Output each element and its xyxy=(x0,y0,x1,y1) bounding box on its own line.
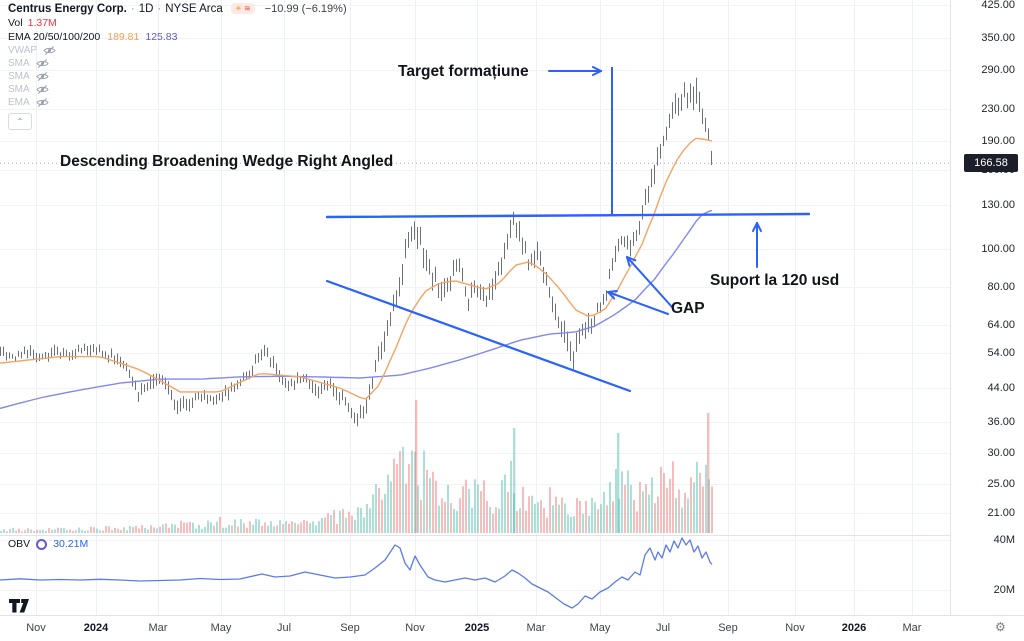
stacked-bars-icon: ≋ xyxy=(243,4,251,13)
volume-value: 1.37M xyxy=(27,17,57,29)
obv-tick-label: 40M xyxy=(993,534,1015,546)
annotation-gap-label[interactable]: GAP xyxy=(671,300,705,317)
separator-dot: · xyxy=(157,2,162,15)
volume-label: Vol xyxy=(8,17,23,29)
obv-label: OBV xyxy=(8,538,31,550)
month-label: Sep xyxy=(718,622,738,634)
ema-value-slow: 125.83 xyxy=(145,31,178,43)
price-tick-label: 350.00 xyxy=(981,31,1015,44)
separator-dot: · xyxy=(130,2,135,15)
month-label: May xyxy=(210,622,232,634)
legend-row-ema[interactable]: EMA xyxy=(8,96,347,109)
price-tick-label: 54.00 xyxy=(987,347,1015,360)
month-label: Jul xyxy=(655,622,671,634)
price-tick-label: 230.00 xyxy=(981,102,1015,115)
interval-label[interactable]: 1D xyxy=(138,2,154,15)
month-label: Jul xyxy=(276,622,292,634)
chevron-up-icon: ⌃ xyxy=(16,117,24,126)
legend-collapse-button[interactable]: ⌃ xyxy=(8,113,32,130)
price-scale[interactable]: 166.58 425.00350.00290.00230.00190.00160… xyxy=(950,0,1024,641)
price-tick-label: 21.00 xyxy=(987,507,1015,519)
price-tick-label: 36.00 xyxy=(987,415,1015,428)
price-tick-label: 44.00 xyxy=(987,382,1015,395)
month-label: Mar xyxy=(148,622,168,634)
price-tick-label: 80.00 xyxy=(987,281,1015,294)
price-tick-label: 190.00 xyxy=(981,134,1015,147)
eye-crossed-icon[interactable] xyxy=(36,84,49,95)
month-label: Mar xyxy=(526,622,546,634)
price-tick-label: 425.00 xyxy=(981,0,1015,11)
year-label: 2025 xyxy=(464,622,490,634)
volume-legend-row[interactable]: Vol 1.37M xyxy=(8,16,347,30)
obv-tick-label: 20M xyxy=(993,584,1015,596)
tradingview-logo[interactable] xyxy=(8,597,31,619)
legend-panel: Centrus Energy Corp. · 1D · NYSE Arca ☀ … xyxy=(8,1,347,130)
legend-row-sma[interactable]: SMA xyxy=(8,57,347,70)
month-label: Nov xyxy=(405,622,425,634)
month-label: Sep xyxy=(340,622,360,634)
eye-crossed-icon[interactable] xyxy=(36,58,49,69)
sun-icon: ☀ xyxy=(234,4,242,13)
annotation-target-formatiune[interactable]: Target formațiune xyxy=(398,63,529,80)
price-tick-label: 30.00 xyxy=(987,446,1015,459)
month-label: Nov xyxy=(785,622,805,634)
indicator-label: SMA xyxy=(8,71,30,82)
indicator-label: EMA xyxy=(8,97,30,108)
hidden-indicator-rows: VWAP SMA SMA SMA EMA xyxy=(8,44,347,109)
legend-row-vwap[interactable]: VWAP xyxy=(8,44,347,57)
eye-crossed-icon[interactable] xyxy=(36,97,49,108)
price-tick-label: 130.00 xyxy=(981,199,1015,212)
market-status-pill[interactable]: ☀ ≋ xyxy=(230,3,255,14)
eye-crossed-icon[interactable] xyxy=(36,71,49,82)
month-label: May xyxy=(589,622,611,634)
annotation-support-label[interactable]: Suport la 120 usd xyxy=(710,272,840,289)
price-tick-label: 100.00 xyxy=(981,243,1015,256)
annotation-wedge-label[interactable]: Descending Broadening Wedge Right Angled xyxy=(60,153,394,170)
ema-value-fast: 189.81 xyxy=(107,31,140,43)
ema-label: EMA 20/50/100/200 xyxy=(8,31,101,43)
exchange-label[interactable]: NYSE Arca xyxy=(165,2,223,15)
obv-value: 30.21M xyxy=(53,538,89,550)
time-scale[interactable]: Nov 2024 Mar May Jul Sep Nov 2025 Mar May Jul Sep No… xyxy=(0,615,1024,641)
price-tick-label: 290.00 xyxy=(981,63,1015,76)
price-tick-label: 25.00 xyxy=(987,477,1015,490)
indicator-label: SMA xyxy=(8,58,30,69)
legend-row-sma[interactable]: SMA xyxy=(8,70,347,83)
year-label: 2024 xyxy=(83,622,109,634)
price-change: −10.99 (−6.19%) xyxy=(264,2,347,15)
obv-loading-icon xyxy=(36,538,48,550)
price-tick-label: 64.00 xyxy=(987,318,1015,331)
year-label: 2026 xyxy=(841,622,867,634)
month-label: Nov xyxy=(26,622,46,634)
eye-crossed-icon[interactable] xyxy=(43,45,56,56)
month-label: Mar xyxy=(902,622,922,634)
ema-legend-row[interactable]: EMA 20/50/100/200 189.81 125.83 xyxy=(8,30,347,44)
gear-icon[interactable]: ⚙ xyxy=(995,620,1006,634)
symbol-name[interactable]: Centrus Energy Corp. xyxy=(8,2,127,15)
legend-row-sma[interactable]: SMA xyxy=(8,83,347,96)
indicator-label: SMA xyxy=(8,84,30,95)
indicator-label: VWAP xyxy=(8,45,38,56)
symbol-title-row[interactable]: Centrus Energy Corp. · 1D · NYSE Arca ☀ … xyxy=(8,1,347,16)
obv-legend-row[interactable]: OBV 30.21M xyxy=(8,538,88,550)
last-price-badge: 166.58 xyxy=(964,154,1018,173)
